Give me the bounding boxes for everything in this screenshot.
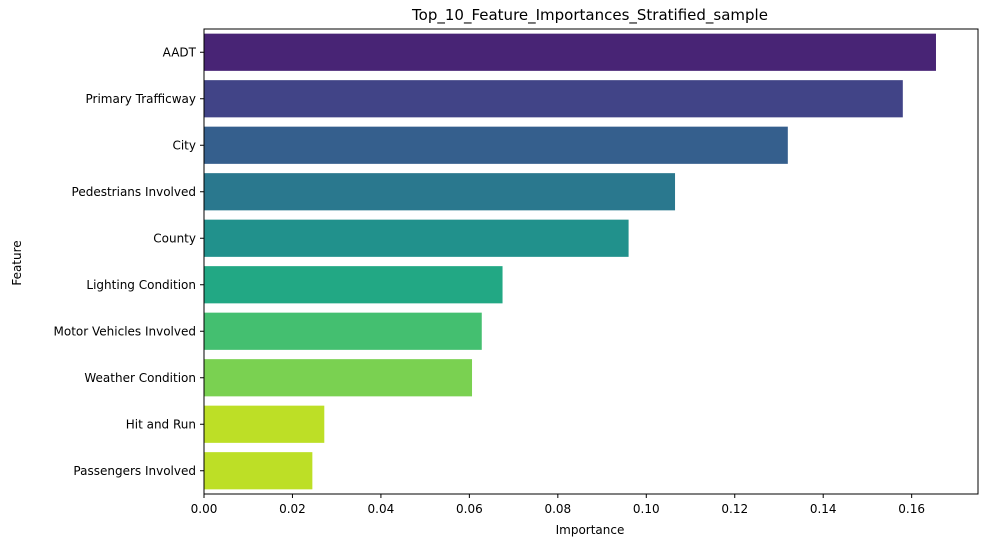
x-tick-label: 0.14 [810, 502, 837, 516]
x-tick-label: 0.04 [368, 502, 395, 516]
y-axis-label: Feature [10, 240, 24, 285]
x-tick-label: 0.00 [191, 502, 218, 516]
x-tick-label: 0.12 [721, 502, 748, 516]
y-tick-label: Passengers Involved [73, 464, 196, 478]
bar-passengers-involved [204, 452, 313, 490]
y-tick-label: Hit and Run [126, 417, 196, 431]
y-tick-label: Motor Vehicles Involved [54, 324, 197, 338]
y-tick-label: AADT [163, 45, 197, 59]
x-axis-ticks: 0.00 0.02 0.04 0.06 0.08 0.10 0.12 0.14 0.16 [191, 494, 925, 516]
bars-group [204, 33, 936, 490]
x-tick-label: 0.02 [279, 502, 306, 516]
bar-weather-condition [204, 359, 473, 397]
chart-title: Top_10_Feature_Importances_Stratified_sa… [411, 6, 768, 25]
x-tick-label: 0.16 [898, 502, 925, 516]
y-axis-ticks: AADT Primary Trafficway City Pedestrians In… [54, 45, 204, 478]
bar-city [204, 126, 788, 164]
y-tick-label: Weather Condition [84, 371, 196, 385]
x-tick-label: 0.10 [633, 502, 660, 516]
y-tick-label: Lighting Condition [86, 278, 196, 292]
x-axis-label: Importance [556, 523, 625, 537]
bar-motor-vehicles-involved [204, 312, 482, 350]
plot-area-frame [203, 28, 979, 495]
y-tick-label: County [153, 231, 196, 245]
bar-primary-trafficway [204, 80, 903, 118]
x-tick-label: 0.06 [456, 502, 483, 516]
bar-lighting-condition [204, 266, 503, 304]
y-tick-label: Primary Trafficway [85, 92, 196, 106]
y-tick-label: City [172, 138, 196, 152]
bar-hit-and-run [204, 405, 325, 443]
bar-county [204, 219, 629, 257]
bar-aadt [204, 33, 936, 71]
x-tick-label: 0.08 [544, 502, 571, 516]
y-tick-label: Pedestrians Involved [72, 185, 196, 199]
bar-pedestrians-involved [204, 173, 676, 211]
